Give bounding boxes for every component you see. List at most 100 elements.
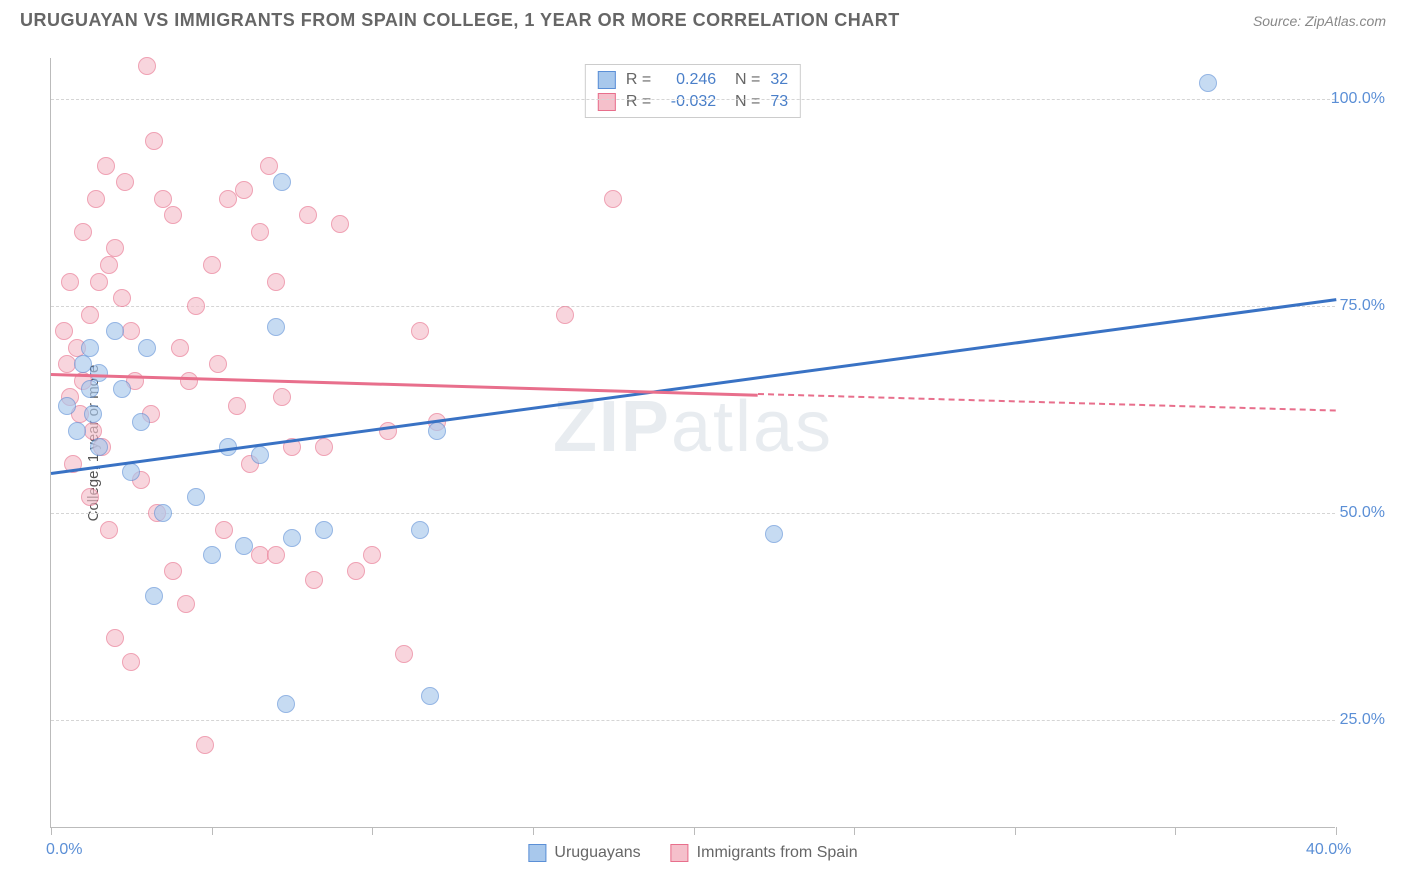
data-point bbox=[55, 322, 73, 340]
legend-r-value: 0.246 bbox=[661, 71, 716, 89]
data-point bbox=[277, 695, 295, 713]
x-tick bbox=[212, 827, 213, 835]
legend-r-label: R = bbox=[626, 93, 651, 111]
data-point bbox=[235, 181, 253, 199]
data-point bbox=[113, 289, 131, 307]
legend-item: Uruguayans bbox=[528, 844, 640, 862]
data-point bbox=[171, 339, 189, 357]
legend-swatch bbox=[528, 844, 546, 862]
data-point bbox=[81, 488, 99, 506]
data-point bbox=[765, 525, 783, 543]
data-point bbox=[283, 529, 301, 547]
data-point bbox=[331, 215, 349, 233]
data-point bbox=[84, 422, 102, 440]
trend-line bbox=[758, 393, 1336, 412]
data-point bbox=[421, 687, 439, 705]
y-tick-label: 50.0% bbox=[1340, 504, 1385, 522]
data-point bbox=[379, 422, 397, 440]
data-point bbox=[100, 521, 118, 539]
data-point bbox=[1199, 74, 1217, 92]
data-point bbox=[81, 339, 99, 357]
x-tick bbox=[372, 827, 373, 835]
data-point bbox=[87, 190, 105, 208]
data-point bbox=[251, 223, 269, 241]
x-tick bbox=[1015, 827, 1016, 835]
legend-swatch bbox=[598, 93, 616, 111]
y-tick-label: 100.0% bbox=[1331, 90, 1385, 108]
data-point bbox=[154, 190, 172, 208]
legend-r-value: -0.032 bbox=[661, 93, 716, 111]
legend-n-label: N = bbox=[726, 93, 760, 111]
data-point bbox=[315, 521, 333, 539]
chart-title: URUGUAYAN VS IMMIGRANTS FROM SPAIN COLLE… bbox=[20, 10, 900, 31]
data-point bbox=[305, 571, 323, 589]
data-point bbox=[347, 562, 365, 580]
legend-swatch bbox=[598, 71, 616, 89]
x-tick-label: 40.0% bbox=[1306, 841, 1351, 859]
trend-line bbox=[51, 373, 758, 397]
legend-row: R = -0.032 N = 73 bbox=[598, 91, 788, 113]
data-point bbox=[315, 438, 333, 456]
data-point bbox=[81, 380, 99, 398]
data-point bbox=[106, 629, 124, 647]
x-tick bbox=[1336, 827, 1337, 835]
data-point bbox=[138, 339, 156, 357]
data-point bbox=[187, 297, 205, 315]
x-tick bbox=[694, 827, 695, 835]
grid-line bbox=[51, 99, 1335, 100]
grid-line bbox=[51, 306, 1335, 307]
data-point bbox=[84, 405, 102, 423]
data-point bbox=[90, 364, 108, 382]
data-point bbox=[260, 157, 278, 175]
data-point bbox=[122, 653, 140, 671]
y-tick-label: 75.0% bbox=[1340, 297, 1385, 315]
data-point bbox=[122, 463, 140, 481]
y-tick-label: 25.0% bbox=[1340, 711, 1385, 729]
legend-r-label: R = bbox=[626, 71, 651, 89]
data-point bbox=[97, 157, 115, 175]
data-point bbox=[154, 504, 172, 522]
data-point bbox=[228, 397, 246, 415]
data-point bbox=[395, 645, 413, 663]
data-point bbox=[164, 562, 182, 580]
legend-item: Immigrants from Spain bbox=[671, 844, 858, 862]
data-point bbox=[113, 380, 131, 398]
data-point bbox=[411, 322, 429, 340]
data-point bbox=[164, 206, 182, 224]
data-point bbox=[145, 132, 163, 150]
legend-correlation: R = 0.246 N = 32 R = -0.032 N = 73 bbox=[585, 64, 801, 118]
data-point bbox=[81, 306, 99, 324]
data-point bbox=[74, 223, 92, 241]
data-point bbox=[138, 57, 156, 75]
data-point bbox=[267, 546, 285, 564]
data-point bbox=[251, 446, 269, 464]
data-point bbox=[556, 306, 574, 324]
data-point bbox=[203, 546, 221, 564]
data-point bbox=[132, 413, 150, 431]
data-point bbox=[61, 273, 79, 291]
data-point bbox=[177, 595, 195, 613]
data-point bbox=[106, 322, 124, 340]
legend-series: Uruguayans Immigrants from Spain bbox=[528, 844, 857, 862]
legend-row: R =0.246 N =32 bbox=[598, 69, 788, 91]
data-point bbox=[267, 318, 285, 336]
grid-line bbox=[51, 513, 1335, 514]
data-point bbox=[58, 397, 76, 415]
legend-label: Immigrants from Spain bbox=[697, 844, 858, 862]
source-label: Source: ZipAtlas.com bbox=[1253, 13, 1386, 29]
data-point bbox=[428, 422, 446, 440]
legend-n-value: 32 bbox=[770, 71, 788, 89]
data-point bbox=[187, 488, 205, 506]
data-point bbox=[411, 521, 429, 539]
data-point bbox=[116, 173, 134, 191]
legend-n-value: 73 bbox=[770, 93, 788, 111]
x-tick bbox=[1175, 827, 1176, 835]
data-point bbox=[122, 322, 140, 340]
trend-line bbox=[51, 298, 1336, 475]
legend-swatch bbox=[671, 844, 689, 862]
chart-container: College, 1 year or more ZIPatlas R =0.24… bbox=[50, 58, 1385, 828]
data-point bbox=[273, 173, 291, 191]
data-point bbox=[267, 273, 285, 291]
data-point bbox=[604, 190, 622, 208]
data-point bbox=[235, 537, 253, 555]
